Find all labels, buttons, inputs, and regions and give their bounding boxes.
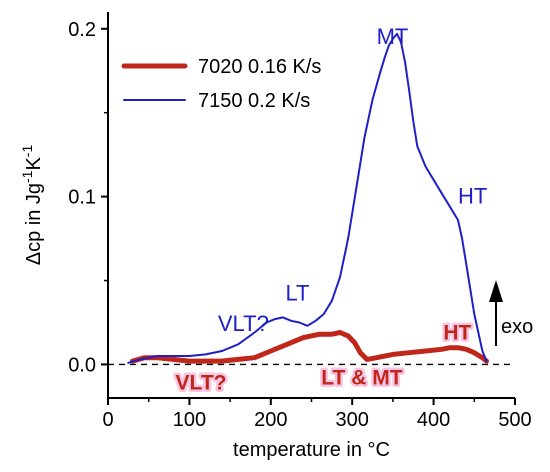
exo-indicator: exo <box>489 280 533 346</box>
annotation-blue: VLT? <box>218 311 269 336</box>
annotation-red: LT & MT <box>321 367 402 390</box>
series-7020-line <box>129 330 489 364</box>
x-axis-title: temperature in °C <box>233 439 390 461</box>
exo-label: exo <box>501 316 533 338</box>
x-tick-label: 0 <box>102 409 113 431</box>
annotation-red: VLT? <box>176 372 227 395</box>
exo-arrow-head <box>489 280 503 302</box>
y-tick-label: 0.1 <box>68 187 96 209</box>
legend-label-7150: 7150 0.2 K/s <box>198 90 310 112</box>
x-tick-label: 400 <box>417 409 450 431</box>
x-tick-label: 100 <box>173 409 206 431</box>
y-axis-title: Δcp in Jg-1K-1 <box>19 145 45 266</box>
axes: 0 100 200 300 400 500 0.0 0.1 0.2 temperature in … <box>19 12 532 461</box>
series-layer <box>127 32 489 364</box>
annotation-blue: MT <box>377 24 409 49</box>
legend: 7020 0.16 K/s 7150 0.2 K/s <box>121 56 321 112</box>
annotations: MT HT LT VLT? VLT? LT & MT HT <box>173 24 487 397</box>
legend-label-7020: 7020 0.16 K/s <box>198 56 321 78</box>
y-tick-label: 0.2 <box>68 19 96 41</box>
series-7150-line <box>127 32 488 364</box>
x-tick-label: 200 <box>254 409 287 431</box>
x-tick-label: 500 <box>498 409 531 431</box>
y-tick-label: 0.0 <box>68 354 96 376</box>
x-tick-label: 300 <box>336 409 369 431</box>
annotation-blue: HT <box>458 183 487 208</box>
annotation-blue: LT <box>285 281 309 306</box>
annotation-red: HT <box>443 321 471 344</box>
